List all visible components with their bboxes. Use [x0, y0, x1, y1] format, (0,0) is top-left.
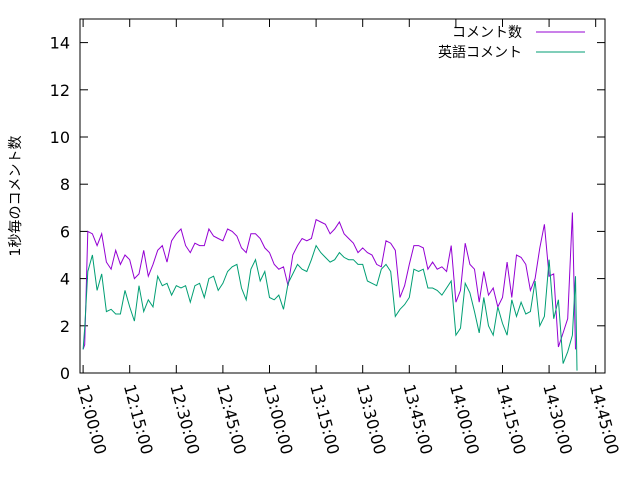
x-tick-label: 12:30:00: [166, 382, 203, 456]
series-line-1: [82, 244, 578, 371]
x-tick-label: 13:00:00: [260, 382, 297, 456]
y-tick-label: 14: [50, 34, 70, 53]
y-tick-label: 8: [60, 175, 70, 194]
x-tick-label: 12:00:00: [73, 382, 110, 456]
y-tick-label: 12: [50, 81, 70, 100]
x-tick-label: 13:45:00: [399, 382, 436, 456]
legend-label: 英語コメント: [438, 44, 522, 61]
x-tick-label: 12:15:00: [120, 382, 157, 456]
y-tick-label: 6: [60, 222, 70, 241]
x-tick-label: 14:45:00: [586, 382, 623, 456]
y-tick-label: 0: [60, 364, 70, 383]
series-line-0: [82, 212, 576, 350]
y-tick-label: 4: [60, 270, 70, 289]
series-lines: [82, 212, 578, 371]
y-tick-label: 2: [60, 317, 70, 336]
legend-label: コメント数: [452, 25, 522, 41]
y-axis: 0 2 4 6 8 10 12 14: [50, 34, 605, 383]
x-tick-label: 14:15:00: [493, 382, 530, 456]
plot-frame: [79, 18, 606, 374]
x-tick-label: 14:30:00: [539, 382, 576, 456]
y-axis-label: 1秒毎のコメント数: [8, 136, 24, 257]
x-tick-label: 13:15:00: [306, 382, 343, 456]
x-tick-label: 14:00:00: [446, 382, 483, 456]
x-tick-label: 13:30:00: [353, 382, 390, 456]
y-tick-label: 10: [50, 128, 70, 147]
x-tick-label: 12:45:00: [213, 382, 250, 456]
